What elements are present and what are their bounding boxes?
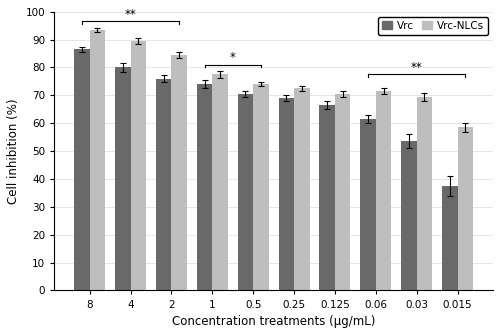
Bar <box>442 186 458 290</box>
Bar <box>278 98 294 290</box>
Bar <box>156 79 172 290</box>
Bar <box>335 94 350 290</box>
Bar <box>253 84 268 290</box>
Text: *: * <box>230 51 235 64</box>
Bar <box>74 49 90 290</box>
Legend: Vrc, Vrc-NLCs: Vrc, Vrc-NLCs <box>378 17 488 35</box>
Text: **: ** <box>411 61 422 74</box>
X-axis label: Concentration treatments (μg/mL): Concentration treatments (μg/mL) <box>172 315 376 328</box>
Text: **: ** <box>124 8 136 21</box>
Bar <box>238 94 253 290</box>
Bar <box>320 105 335 290</box>
Bar <box>416 97 432 290</box>
Bar <box>294 88 310 290</box>
Bar <box>458 127 473 290</box>
Bar <box>90 30 105 290</box>
Y-axis label: Cell inhibition (%): Cell inhibition (%) <box>7 98 20 204</box>
Bar <box>212 74 228 290</box>
Bar <box>115 67 130 290</box>
Bar <box>376 91 392 290</box>
Bar <box>360 119 376 290</box>
Bar <box>196 84 212 290</box>
Bar <box>401 141 416 290</box>
Bar <box>130 41 146 290</box>
Bar <box>172 55 187 290</box>
